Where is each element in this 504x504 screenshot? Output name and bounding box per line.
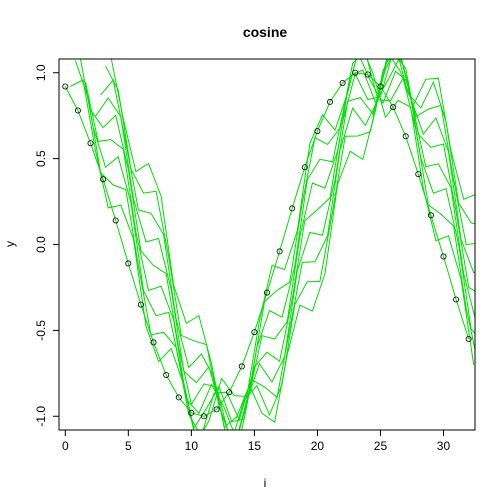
data-point [100,176,107,183]
series-line [64,72,470,417]
data-point [150,339,157,346]
data-point [339,80,346,87]
series-lines [64,59,475,430]
overlay-line [85,59,475,430]
data-point [301,164,308,171]
overlay-line [90,59,475,430]
x-tick-label: 30 [437,439,451,453]
data-point [402,133,409,140]
data-point [62,83,69,90]
data-point [326,98,333,105]
overlay-line [74,59,475,430]
data-point [352,69,359,76]
data-point [314,128,321,135]
y-tick-label: -1.0 [34,406,48,427]
data-point [251,329,258,336]
data-point [226,389,233,396]
x-axis-label: i [264,476,267,490]
data-point [289,205,296,212]
overlay-line [110,59,475,429]
overlay-line [70,59,475,430]
data-point [200,413,207,420]
x-tick-label: 10 [185,439,199,453]
y-tick-label: -0.5 [34,320,48,341]
y-axis-label: y [3,241,17,247]
data-point [175,394,182,401]
data-point [238,363,245,370]
data-point [125,260,132,267]
overlay-line [80,59,475,430]
data-point [390,104,397,111]
overlay-line [100,59,475,430]
y-tick-label: 0.5 [34,150,48,167]
y-tick-label: 0.0 [34,236,48,253]
series-points [62,69,472,420]
data-point [427,212,434,219]
data-point [213,406,220,413]
overlay-line [95,59,475,430]
y-axis: -1.0 -0.5 0.0 0.5 1.0 [34,64,60,427]
chart-title: cosine [243,24,288,40]
y-tick-label: 1.0 [34,64,48,81]
x-tick-label: 20 [311,439,325,453]
x-tick-label: 0 [62,439,69,453]
data-point [263,289,270,296]
data-point [163,371,170,378]
data-point [188,409,195,416]
data-point [87,140,94,147]
data-point [440,253,447,260]
x-tick-label: 5 [125,439,132,453]
x-tick-label: 15 [248,439,262,453]
data-point [137,301,144,308]
x-axis: 0 5 10 15 20 25 30 [62,429,451,453]
data-point [377,83,384,90]
x-tick-label: 25 [374,439,388,453]
data-point [364,71,371,78]
data-point [276,248,283,255]
data-point [112,217,119,224]
data-point [453,296,460,303]
data-point [465,335,472,342]
data-point [415,171,422,178]
data-point [74,107,81,114]
